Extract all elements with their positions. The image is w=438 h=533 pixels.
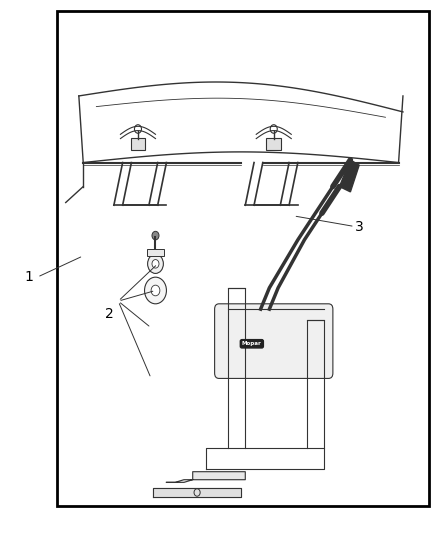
Circle shape [152, 260, 159, 268]
Polygon shape [339, 160, 359, 192]
Polygon shape [166, 472, 245, 482]
FancyBboxPatch shape [147, 249, 164, 256]
Circle shape [148, 254, 163, 273]
FancyBboxPatch shape [131, 138, 145, 150]
FancyBboxPatch shape [215, 304, 333, 378]
Text: Mopar: Mopar [242, 341, 262, 346]
Text: 1: 1 [24, 270, 33, 284]
Polygon shape [153, 488, 241, 497]
Circle shape [151, 285, 160, 296]
Text: 3: 3 [355, 220, 364, 233]
Circle shape [152, 231, 159, 240]
Text: 2: 2 [105, 308, 114, 321]
FancyBboxPatch shape [266, 138, 281, 150]
Circle shape [145, 277, 166, 304]
